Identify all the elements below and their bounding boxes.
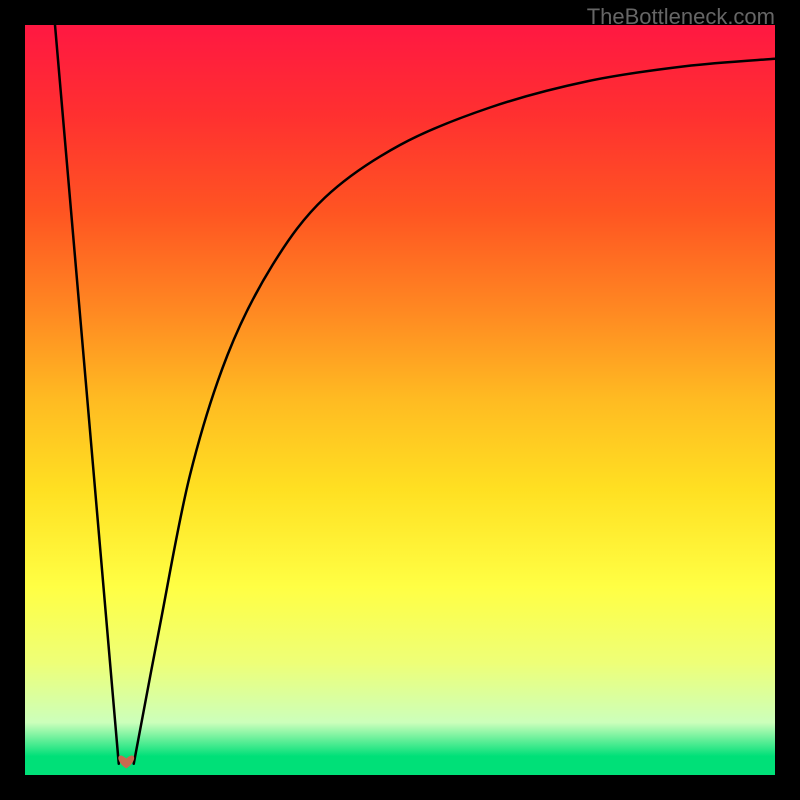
bottleneck-chart [0, 0, 800, 800]
plot-background [25, 25, 775, 775]
watermark-text: TheBottleneck.com [587, 4, 775, 30]
chart-container: TheBottleneck.com [0, 0, 800, 800]
